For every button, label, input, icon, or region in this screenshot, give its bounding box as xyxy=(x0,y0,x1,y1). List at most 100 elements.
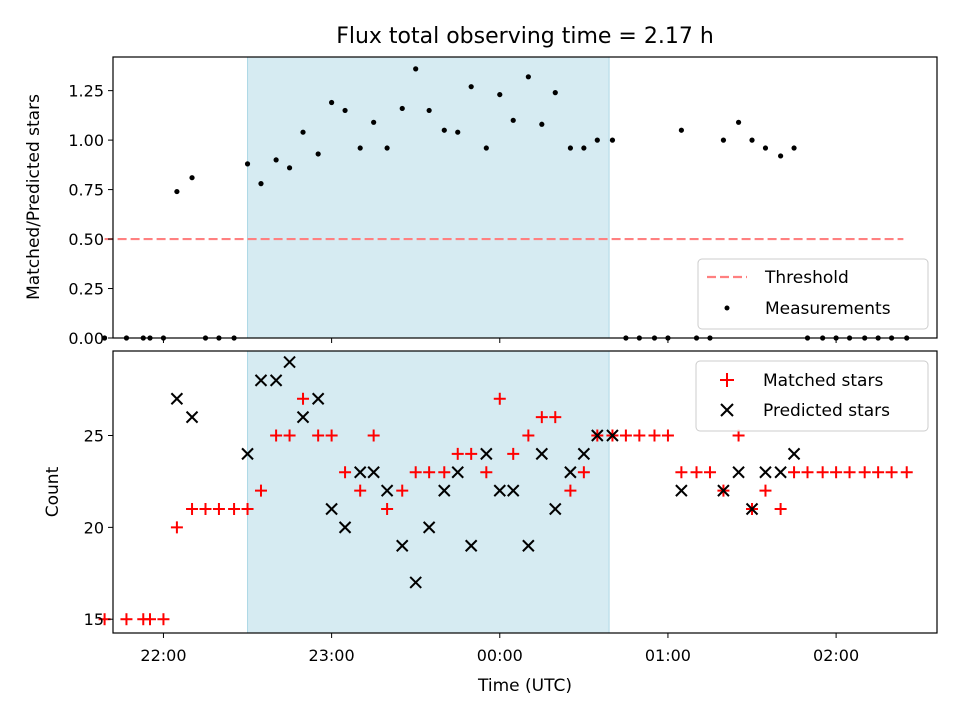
matched-star-marker-50 xyxy=(801,466,814,479)
matched-star-marker-54 xyxy=(858,466,871,479)
matched-star-marker-51 xyxy=(816,466,829,479)
legend-threshold-label: Threshold xyxy=(764,268,849,288)
matched-star-marker-45 xyxy=(732,429,745,442)
ratio-legend: Threshold Measurements xyxy=(697,258,929,330)
measurement-point-25 xyxy=(455,129,461,135)
matched-star-marker-7 xyxy=(199,502,212,515)
measurement-point-15 xyxy=(315,151,321,157)
measurement-point-5 xyxy=(174,188,180,195)
matched-star-marker-38 xyxy=(633,429,646,442)
predicted-star-marker-5 xyxy=(283,355,296,369)
predicted-star-marker-19 xyxy=(480,447,493,461)
predicted-star-marker-9 xyxy=(338,521,352,534)
measurement-point-18 xyxy=(357,145,363,151)
matched-star-marker-30 xyxy=(522,429,535,442)
matched-star-marker-33 xyxy=(564,484,577,497)
matched-star-marker-10 xyxy=(241,502,254,515)
measurement-point-17 xyxy=(342,107,348,114)
count-series-layer xyxy=(98,355,913,626)
matched-star-marker-11 xyxy=(254,484,267,497)
predicted-star-marker-35 xyxy=(787,447,801,461)
matched-star-marker-37 xyxy=(619,429,632,442)
measurement-point-28 xyxy=(497,91,503,98)
predicted-star-marker-26 xyxy=(577,447,591,461)
count-panel: 15 20 25 22:00 23:00 00:00 01:00 02:00 Count T… xyxy=(43,350,938,696)
count-axes-frame xyxy=(112,350,938,634)
ratio-y-ticks: 0.00 0.25 0.50 0.75 1.00 1.25 xyxy=(68,82,113,348)
measurement-point-13 xyxy=(286,165,293,171)
matched-star-marker-25 xyxy=(451,447,464,460)
predicted-star-marker-34 xyxy=(774,466,787,479)
predicted-star-marker-22 xyxy=(522,539,535,552)
measurement-point-19 xyxy=(371,119,377,125)
legend-matched-label: Matched stars xyxy=(763,371,883,391)
matched-star-marker-34 xyxy=(577,466,590,479)
measurement-point-48 xyxy=(778,153,784,159)
matched-star-marker-26 xyxy=(465,447,478,460)
matched-star-marker-5 xyxy=(170,521,183,534)
count-x-ticks: 22:00 23:00 00:00 01:00 02:00 xyxy=(140,633,859,665)
measurement-point-26 xyxy=(468,84,474,90)
ratio-y-axis-label: Matched/Predicted stars xyxy=(24,94,44,300)
predicted-star-marker-11 xyxy=(367,466,380,479)
matched-star-marker-16 xyxy=(325,429,338,442)
matched-star-marker-6 xyxy=(186,502,199,515)
matched-star-marker-32 xyxy=(549,411,562,424)
measurement-point-12 xyxy=(273,157,279,163)
predicted-star-marker-31 xyxy=(732,466,745,479)
measurement-point-32 xyxy=(552,90,558,96)
predicted-star-marker-29 xyxy=(675,484,688,497)
measurement-point-46 xyxy=(749,137,755,143)
measurement-point-36 xyxy=(609,137,616,143)
measurement-point-21 xyxy=(399,105,405,112)
measurement-point-11 xyxy=(258,181,264,187)
count-xtick-label-0: 22:00 xyxy=(140,646,186,665)
matched-star-marker-41 xyxy=(675,466,688,479)
ratio-legend-box xyxy=(697,258,929,330)
predicted-star-marker-3 xyxy=(254,374,268,387)
ratio-axes-frame xyxy=(112,56,938,339)
measurement-point-22 xyxy=(413,66,419,72)
legend-predicted-swatch xyxy=(720,403,734,417)
matched-star-marker-48 xyxy=(774,502,787,515)
matched-star-marker-47 xyxy=(759,484,772,497)
legend-measurements-label: Measurements xyxy=(765,299,891,319)
predicted-star-marker-16 xyxy=(438,484,451,497)
matched-star-marker-12 xyxy=(270,429,283,442)
predicted-star-marker-28 xyxy=(606,429,619,442)
measurement-point-6 xyxy=(189,175,195,181)
legend-measurements-swatch xyxy=(724,305,730,311)
observing-window-shade-bottom xyxy=(247,350,610,634)
measurement-point-43 xyxy=(678,127,684,133)
predicted-star-marker-32 xyxy=(745,502,759,516)
count-y-axis-label: Count xyxy=(43,466,63,517)
measurement-point-30 xyxy=(525,74,531,80)
matched-star-marker-19 xyxy=(367,429,380,442)
predicted-star-marker-21 xyxy=(507,484,520,497)
predicted-star-marker-18 xyxy=(464,539,478,552)
measurement-point-20 xyxy=(384,145,390,151)
matched-star-marker-14 xyxy=(297,392,310,405)
count-xtick-label-3: 01:00 xyxy=(645,646,691,665)
measurement-point-29 xyxy=(510,117,516,123)
observing-window-shade-top xyxy=(247,56,610,339)
measurement-point-34 xyxy=(581,145,587,151)
predicted-star-marker-0 xyxy=(170,392,184,405)
matched-star-marker-28 xyxy=(493,392,506,405)
count-ytick-label-0: 15 xyxy=(84,610,104,629)
matched-star-marker-43 xyxy=(703,466,716,479)
predicted-star-marker-27 xyxy=(591,429,604,442)
matched-star-marker-13 xyxy=(283,429,296,442)
predicted-star-marker-15 xyxy=(422,521,436,534)
measurement-point-45 xyxy=(735,119,742,125)
matched-star-marker-20 xyxy=(381,502,394,515)
count-legend: Matched stars Predicted stars xyxy=(695,360,929,432)
predicted-star-marker-33 xyxy=(759,466,772,479)
predicted-star-marker-2 xyxy=(241,447,254,461)
legend-predicted-label: Predicted stars xyxy=(763,401,890,421)
predicted-star-marker-17 xyxy=(451,466,464,479)
predicted-star-marker-20 xyxy=(493,484,506,497)
ratio-ytick-label-5: 1.25 xyxy=(68,82,104,101)
matched-star-marker-22 xyxy=(409,466,422,479)
measurement-point-27 xyxy=(483,145,489,151)
